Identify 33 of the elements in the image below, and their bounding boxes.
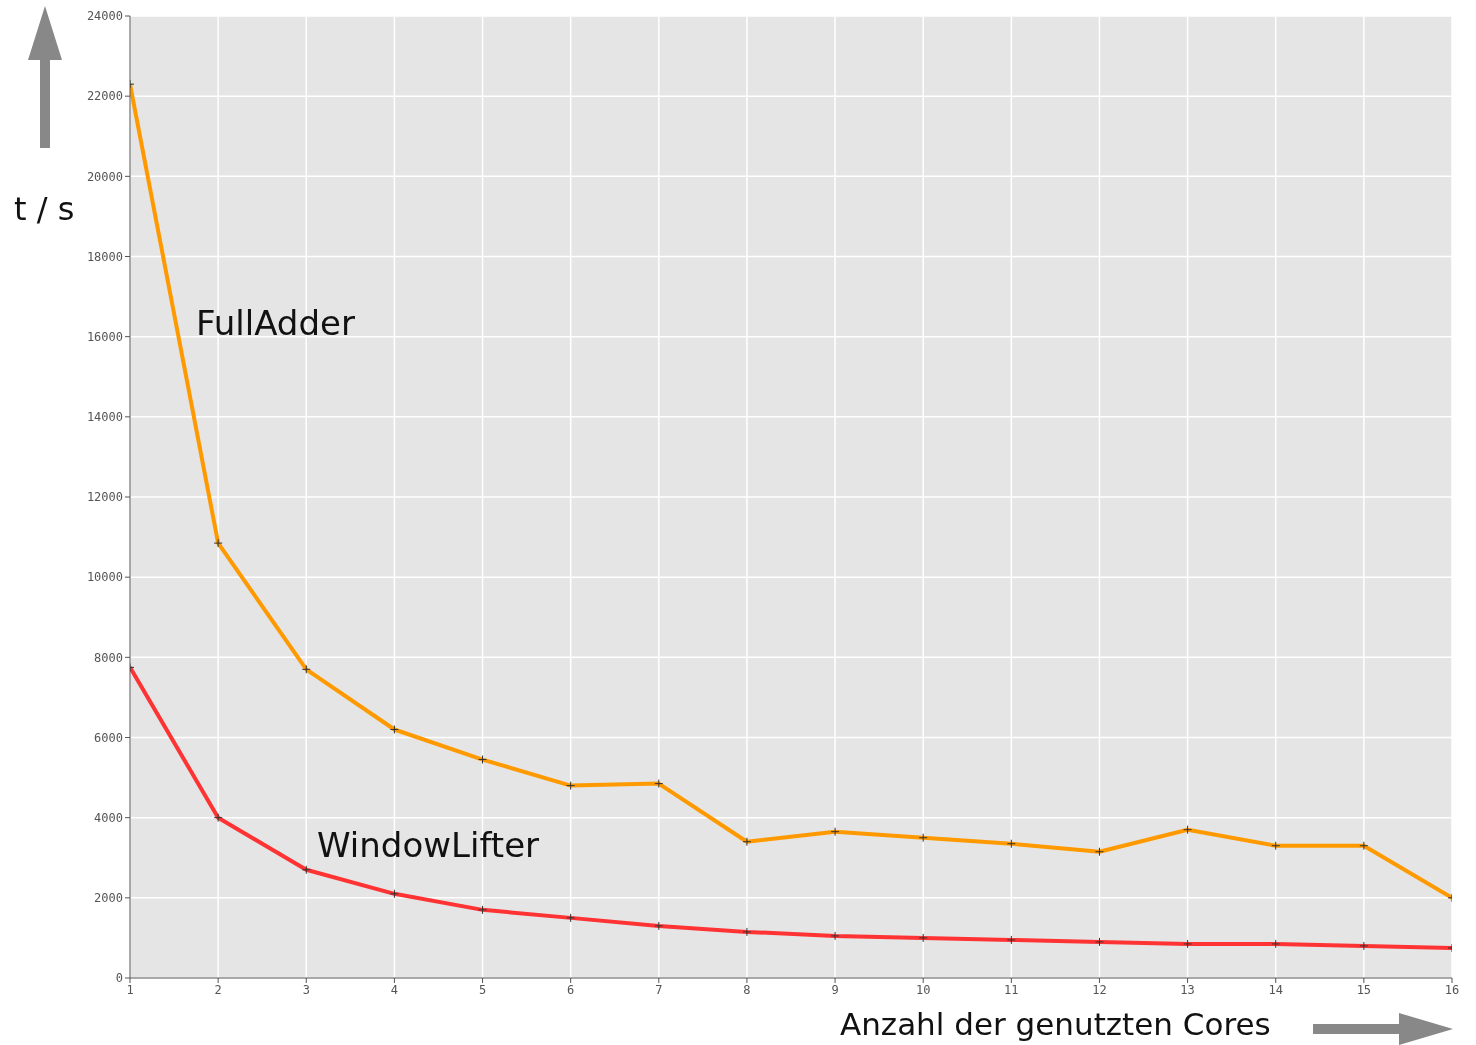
y-tick-label: 18000: [86, 249, 123, 264]
x-tick-label: 1: [126, 982, 134, 997]
x-tick-label: 14: [1268, 982, 1283, 997]
x-tick-label: 8: [743, 982, 751, 997]
x-tick-label: 15: [1356, 982, 1372, 997]
y-tick-label: 8000: [94, 650, 123, 665]
y-tick-label: 6000: [94, 730, 123, 745]
y-tick-label: 20000: [86, 169, 123, 184]
y-tick-label: 0: [115, 971, 123, 986]
y-tick-label: 14000: [86, 410, 123, 425]
x-tick-label: 2: [214, 982, 222, 997]
series-label: FullAdder: [196, 303, 355, 343]
x-tick-label: 7: [655, 982, 663, 997]
x-tick-label: 12: [1092, 982, 1107, 997]
y-tick-label: 2000: [94, 891, 123, 906]
x-tick-label: 9: [831, 982, 839, 997]
y-tick-label: 22000: [86, 89, 123, 104]
y-tick-label: 4000: [94, 810, 123, 825]
y-tick-label: 12000: [86, 490, 123, 505]
y-axis-title: t / s: [14, 190, 75, 228]
x-tick-label: 5: [478, 982, 487, 997]
y-tick-label: 10000: [86, 570, 123, 585]
x-axis-title: Anzahl der genutzten Cores: [840, 1006, 1271, 1042]
x-tick-label: 11: [1004, 982, 1019, 997]
x-tick-label: 16: [1444, 982, 1460, 997]
x-tick-label: 10: [915, 982, 931, 997]
y-tick-label: 24000: [86, 9, 123, 24]
series-label: WindowLifter: [317, 825, 540, 865]
x-tick-label: 6: [567, 982, 575, 997]
x-tick-label: 4: [390, 982, 399, 997]
x-tick-label: 3: [302, 982, 310, 997]
x-tick-label: 13: [1180, 982, 1195, 997]
y-tick-label: 16000: [86, 329, 123, 344]
